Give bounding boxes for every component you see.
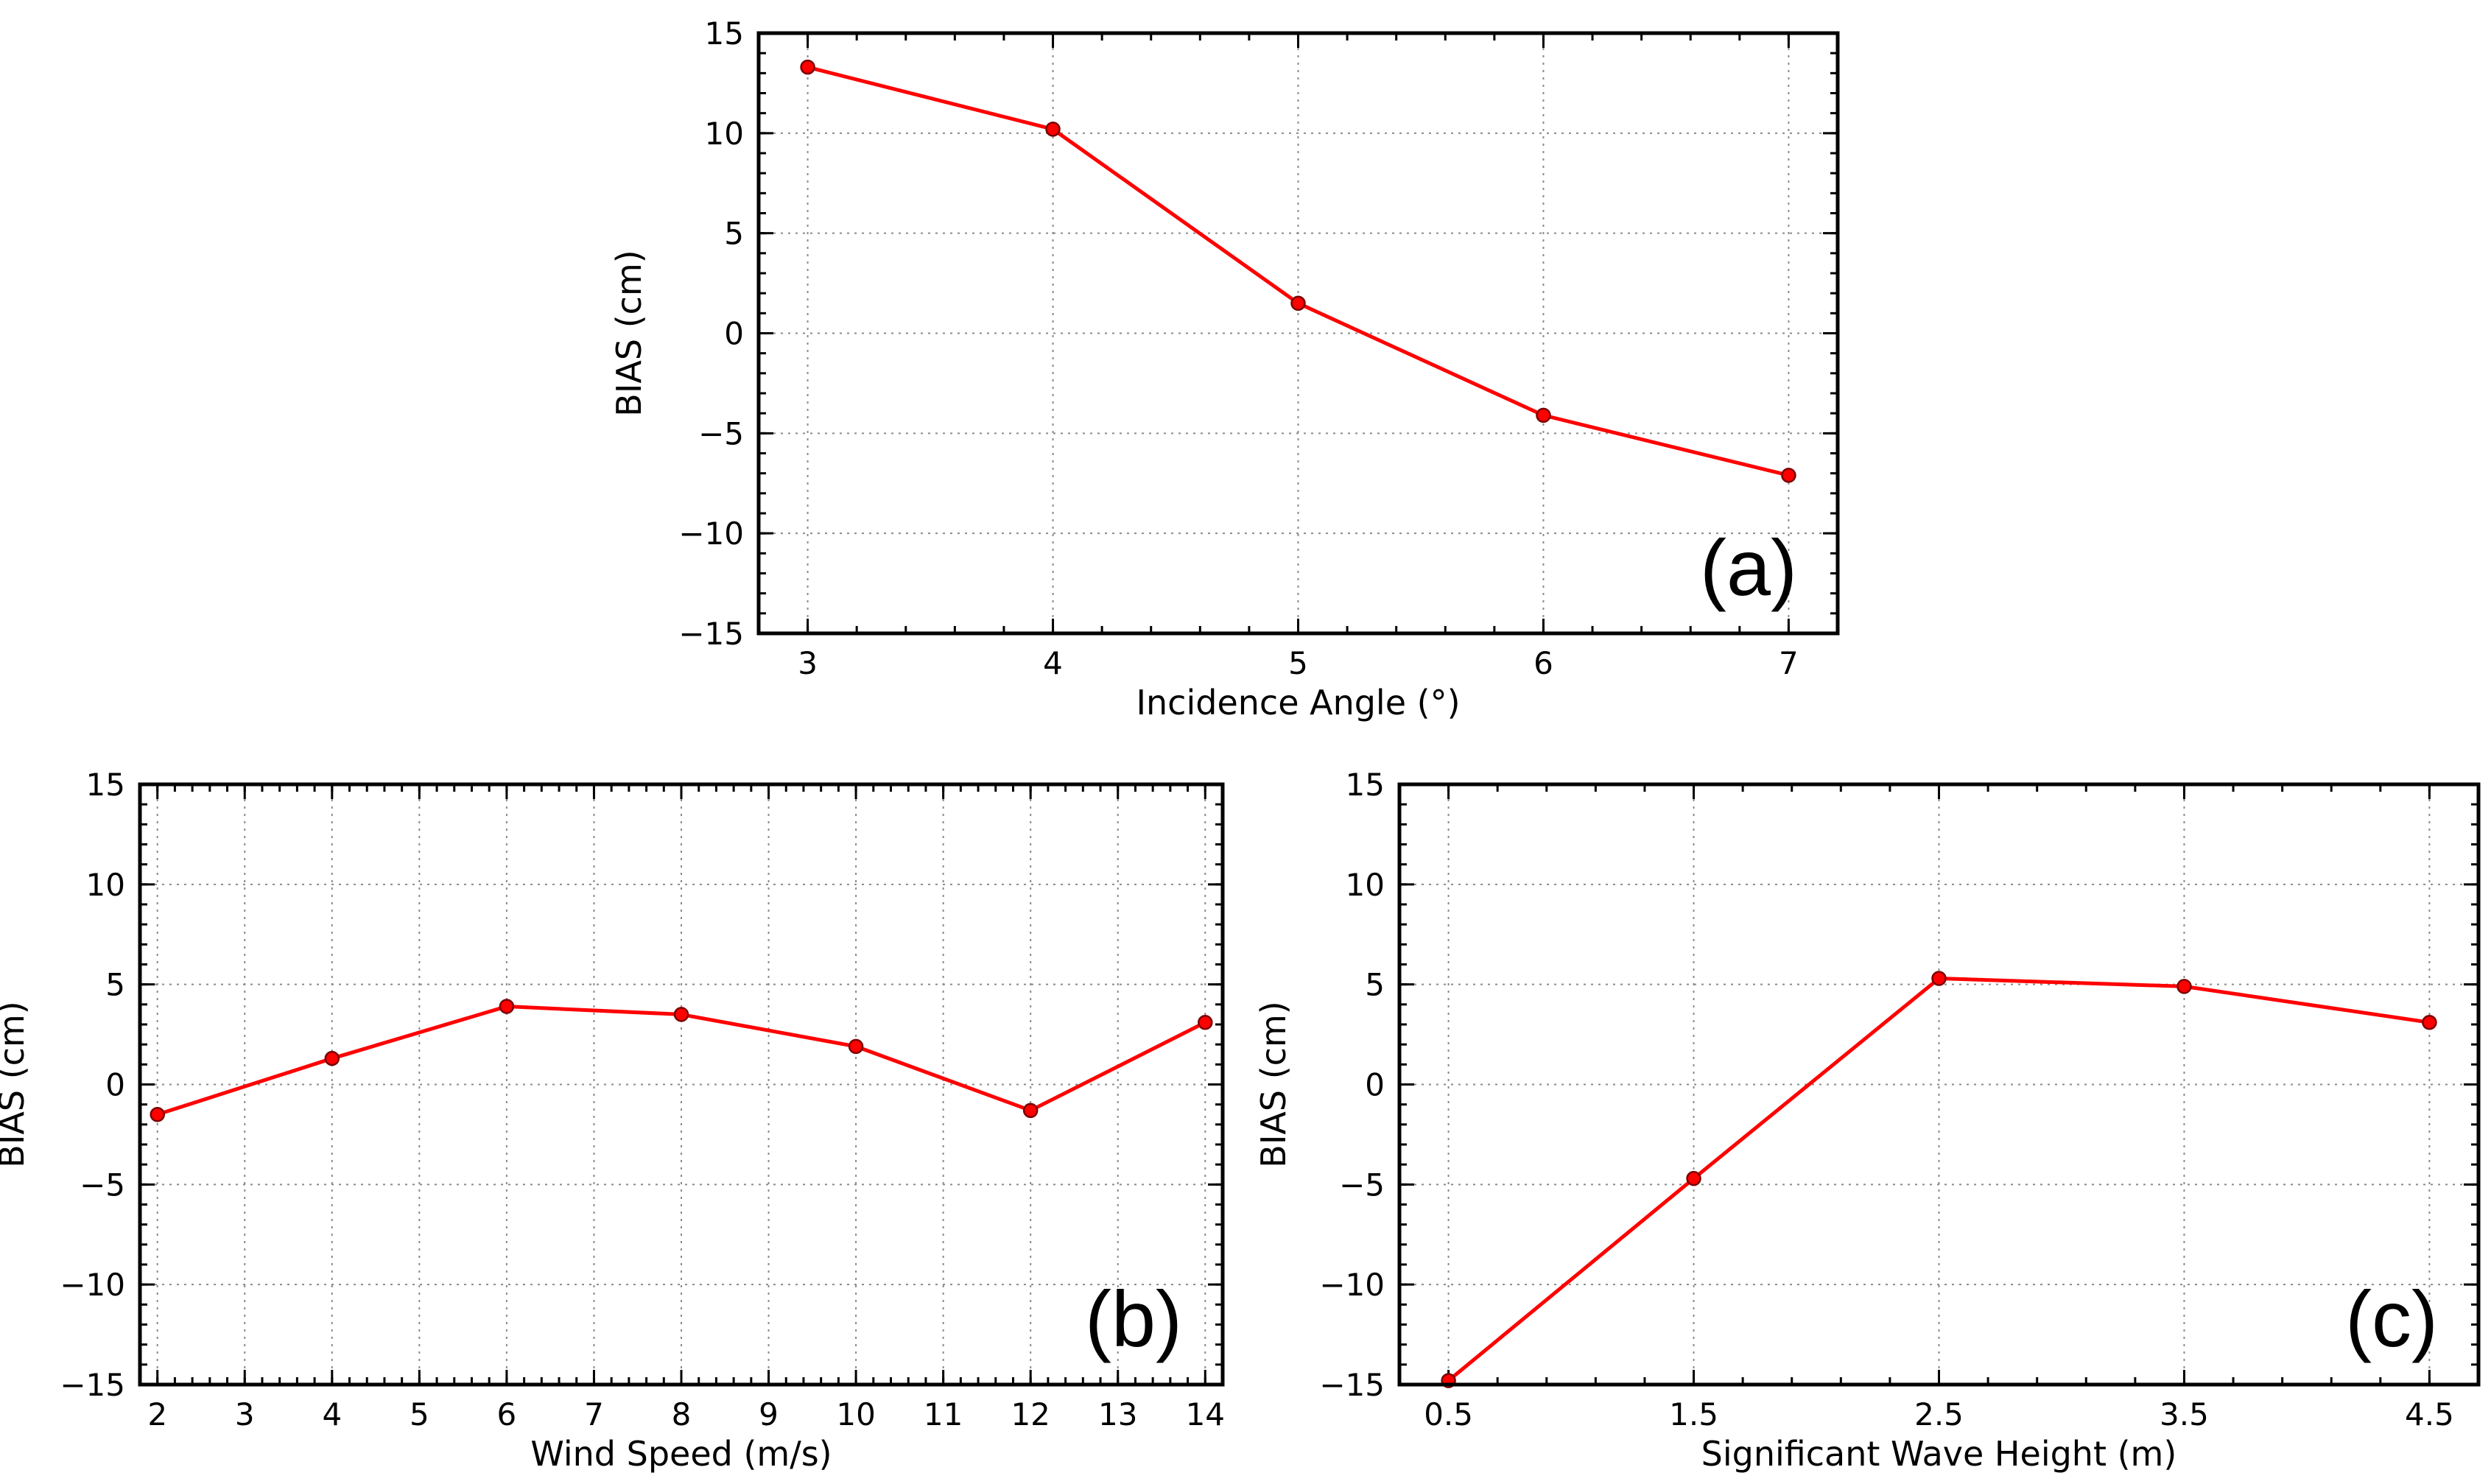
y-axis-label: BIAS (cm): [0, 1001, 32, 1167]
x-axis-label: Wind Speed (m/s): [530, 1434, 832, 1474]
panel-b: 2 3 4 5 6 7 8 9 10 11 12 13 14 −15 −10 −5 0 5 10 15 Wind Spe…: [0, 767, 1225, 1474]
data-point: [800, 59, 815, 75]
y-tick-label: −15: [678, 616, 744, 652]
x-tick-label: 3: [235, 1396, 255, 1432]
data-point: [1198, 1015, 1213, 1030]
data-point: [1781, 468, 1796, 483]
panel-label: (c): [2345, 1274, 2438, 1363]
series-line: [807, 65, 1790, 477]
data-point: [1022, 1103, 1039, 1119]
x-tick-label: 6: [1533, 645, 1553, 681]
y-tick-label: −5: [1339, 1167, 1385, 1203]
y-tick-label: 15: [86, 767, 125, 803]
series-line: [156, 1005, 1206, 1116]
x-tick-label: 12: [1011, 1396, 1050, 1432]
y-tick-label: −10: [678, 516, 744, 552]
x-tick-label: 2.5: [1914, 1396, 1964, 1432]
y-tick-label: −5: [698, 415, 744, 451]
data-point: [1290, 295, 1306, 311]
x-tick-label: 10: [836, 1396, 875, 1432]
x-tick-label: 4: [1043, 645, 1063, 681]
y-tick-label: 0: [105, 1067, 125, 1103]
x-tick-label: 4: [322, 1396, 342, 1432]
panel-a: 3 4 5 6 7 −15 −10 −5 0 5 10 15 Incidence Angle (°) BI…: [609, 15, 1840, 722]
x-tick-label: 9: [759, 1396, 779, 1432]
data-point: [1536, 407, 1551, 423]
panel-label: (b): [1085, 1274, 1182, 1363]
y-tick-label: 10: [705, 116, 744, 152]
data-point: [1686, 1170, 1701, 1186]
data-point: [673, 1007, 689, 1022]
series-line: [1447, 977, 2430, 1382]
plot-frame: [1397, 782, 2481, 1387]
x-tick-label: 7: [584, 1396, 604, 1432]
y-tick-label: −15: [1319, 1367, 1385, 1403]
data-point: [2422, 1015, 2437, 1030]
x-tick-label: 6: [497, 1396, 517, 1432]
data-point: [324, 1050, 340, 1066]
x-tick-label: 13: [1098, 1396, 1137, 1432]
y-tick-label: 15: [705, 15, 744, 52]
x-tick-label: 3.5: [2160, 1396, 2209, 1432]
plot-frame: [756, 31, 1840, 636]
y-tick-label: −15: [60, 1367, 125, 1403]
x-tick-label: 8: [672, 1396, 692, 1432]
y-tick-label: −5: [80, 1167, 125, 1203]
x-tick-label: 3: [798, 645, 818, 681]
y-tick-label: 10: [1346, 867, 1385, 903]
data-point: [1931, 971, 1947, 986]
x-tick-label: 0.5: [1424, 1396, 1473, 1432]
x-tick-label: 5: [1288, 645, 1308, 681]
y-tick-label: −10: [1319, 1267, 1385, 1303]
y-tick-label: 0: [1365, 1067, 1385, 1103]
x-tick-label: 1.5: [1669, 1396, 1718, 1432]
y-tick-label: −10: [60, 1267, 125, 1303]
y-tick-label: 15: [1346, 767, 1385, 803]
x-tick-label: 14: [1186, 1396, 1225, 1432]
panel-c: 0.5 1.5 2.5 3.5 4.5 −15 −10 −5 0 5 10 15 Significant…: [1254, 767, 2481, 1474]
plot-frame: [138, 782, 1225, 1387]
y-axis-label: BIAS (cm): [1254, 1001, 1293, 1167]
y-tick-label: 5: [724, 216, 744, 252]
x-axis-label: Significant Wave Height (m): [1701, 1434, 2177, 1474]
x-tick-label: 5: [410, 1396, 429, 1432]
y-tick-label: 5: [1365, 967, 1385, 1003]
y-axis-label: BIAS (cm): [609, 250, 649, 416]
x-tick-label: 7: [1779, 645, 1799, 681]
data-point: [2176, 979, 2192, 994]
x-tick-label: 11: [924, 1396, 963, 1432]
y-tick-label: 5: [105, 967, 125, 1003]
x-tick-label: 4.5: [2405, 1396, 2454, 1432]
x-axis-label: Incidence Angle (°): [1136, 683, 1460, 722]
y-tick-label: 10: [86, 867, 125, 903]
panel-label: (a): [1700, 523, 1797, 612]
data-point: [1045, 122, 1061, 137]
data-point: [150, 1107, 165, 1122]
y-tick-label: 0: [724, 316, 744, 352]
data-point: [848, 1038, 864, 1055]
data-point: [499, 999, 515, 1014]
x-tick-label: 2: [147, 1396, 167, 1432]
